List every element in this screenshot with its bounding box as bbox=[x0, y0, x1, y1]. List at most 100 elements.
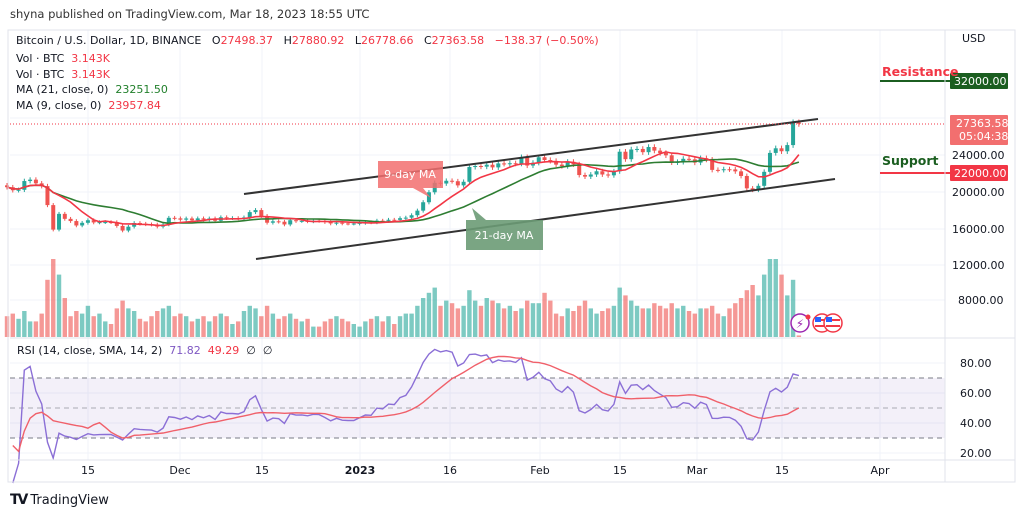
chart-canvas[interactable]: 9-day MA 21-day MA USD 32000.00 Resistan… bbox=[0, 0, 1024, 490]
volume-bar bbox=[392, 324, 397, 337]
candle-body bbox=[559, 164, 564, 167]
volume-bar bbox=[51, 259, 56, 337]
volume-bar bbox=[178, 313, 183, 337]
candle-body bbox=[525, 157, 530, 166]
candle-body bbox=[565, 161, 570, 167]
volume-bar bbox=[380, 321, 385, 337]
low-value: 26778.66 bbox=[360, 34, 414, 47]
candle-body bbox=[756, 185, 761, 190]
candle-body bbox=[785, 145, 790, 152]
candle-body bbox=[715, 169, 720, 171]
volume-bar bbox=[767, 259, 773, 337]
symbol-title[interactable]: Bitcoin / U.S. Dollar, 1D, BINANCE bbox=[16, 34, 202, 47]
candle-body bbox=[415, 210, 420, 216]
volume-bar bbox=[744, 290, 750, 337]
resistance-price-tag bbox=[950, 73, 1008, 89]
low-label: L bbox=[354, 34, 361, 47]
volume-bar bbox=[420, 298, 426, 337]
candle-body bbox=[380, 220, 385, 222]
candle-body bbox=[669, 155, 674, 163]
volume-bar bbox=[582, 300, 588, 337]
open-value: 27498.37 bbox=[220, 34, 274, 47]
us-flag-event-icon[interactable] bbox=[812, 313, 843, 333]
volume-bar bbox=[293, 318, 299, 337]
resistance-price: 32000.00 bbox=[954, 75, 1007, 88]
bar-countdown: 05:04:38 bbox=[959, 130, 1008, 143]
rsi-sma-value: 49.29 bbox=[207, 344, 240, 357]
volume-bar bbox=[10, 313, 15, 337]
volume-bar bbox=[137, 318, 143, 337]
candle-body bbox=[507, 163, 512, 165]
candle-body bbox=[577, 164, 582, 176]
candle-body bbox=[710, 159, 715, 170]
candle-body bbox=[733, 169, 738, 172]
volume-bar bbox=[22, 311, 27, 337]
candle-body bbox=[114, 222, 119, 226]
volume-bar bbox=[305, 318, 310, 337]
candle-body bbox=[259, 210, 264, 216]
candle-body bbox=[45, 186, 50, 206]
ma9-legend[interactable]: MA (9, close, 0) 23957.84 bbox=[16, 99, 161, 112]
volume-bar bbox=[525, 300, 530, 337]
volume-bar bbox=[501, 308, 507, 337]
volume-bar bbox=[126, 308, 131, 337]
volume-bar bbox=[455, 308, 461, 337]
candle-body bbox=[253, 210, 258, 213]
volume-bar bbox=[790, 279, 796, 337]
volume-bar bbox=[646, 308, 651, 337]
volume-bar bbox=[276, 318, 281, 337]
candle-body bbox=[426, 192, 431, 203]
candle-body bbox=[490, 164, 495, 168]
candle-body bbox=[455, 181, 460, 186]
candle-body bbox=[467, 167, 472, 182]
tradingview-logo[interactable]: TV TradingView bbox=[10, 492, 109, 508]
volume-bar bbox=[750, 285, 755, 337]
volume-bar bbox=[189, 321, 195, 337]
volume-bar bbox=[201, 316, 206, 337]
volume-legend-1[interactable]: Vol · BTC 3.143K bbox=[16, 52, 110, 65]
ma9-label: MA (9, close, 0) bbox=[16, 99, 102, 112]
candle-body bbox=[629, 149, 634, 160]
rsi-legend[interactable]: RSI (14, close, SMA, 14, 2) 71.82 49.29 … bbox=[17, 344, 272, 357]
candle-body bbox=[450, 180, 455, 182]
candle-body bbox=[583, 175, 587, 177]
time-axis-label: 15 bbox=[613, 464, 627, 477]
support-price: 22000.00 bbox=[954, 167, 1007, 180]
volume-bar bbox=[629, 300, 634, 337]
volume-bar bbox=[617, 287, 622, 337]
candle-body bbox=[502, 163, 507, 165]
volume-bar bbox=[212, 316, 218, 337]
volume-bar bbox=[756, 295, 761, 337]
volume-bar bbox=[692, 313, 698, 337]
ma9-callout-text: 9-day MA bbox=[384, 168, 436, 181]
earnings-event-icon[interactable]: ⚡ bbox=[790, 313, 811, 333]
time-axis-label: 15 bbox=[775, 464, 789, 477]
volume-bar bbox=[39, 313, 44, 337]
volume-bar bbox=[738, 298, 744, 337]
high-label: H bbox=[283, 34, 292, 47]
volume-bar bbox=[721, 316, 726, 337]
volume-bar bbox=[27, 321, 33, 337]
candle-body bbox=[744, 175, 749, 189]
volume-bar bbox=[478, 305, 484, 337]
ma21-label: MA (21, close, 0) bbox=[16, 83, 109, 96]
volume-legend-2[interactable]: Vol · BTC 3.143K bbox=[16, 68, 110, 81]
volume-bar bbox=[432, 287, 437, 337]
candle-body bbox=[588, 174, 593, 177]
lower-channel-line[interactable] bbox=[255, 178, 836, 260]
candle-body bbox=[80, 222, 85, 226]
candle-body bbox=[22, 181, 27, 190]
volume-bar bbox=[652, 303, 657, 337]
candle-body bbox=[195, 218, 200, 221]
candle-body bbox=[328, 222, 333, 224]
upper-channel-line[interactable] bbox=[243, 118, 819, 195]
volume-value: 3.143K bbox=[71, 68, 110, 81]
volume-bar bbox=[328, 318, 333, 337]
volume-bar bbox=[270, 313, 276, 337]
candle-body bbox=[201, 218, 206, 220]
ma21-legend[interactable]: MA (21, close, 0) 23251.50 bbox=[16, 83, 168, 96]
volume-bar bbox=[236, 321, 241, 337]
candle-body bbox=[288, 220, 293, 225]
last-price-tag bbox=[950, 115, 1008, 145]
volume-bar bbox=[108, 324, 114, 337]
